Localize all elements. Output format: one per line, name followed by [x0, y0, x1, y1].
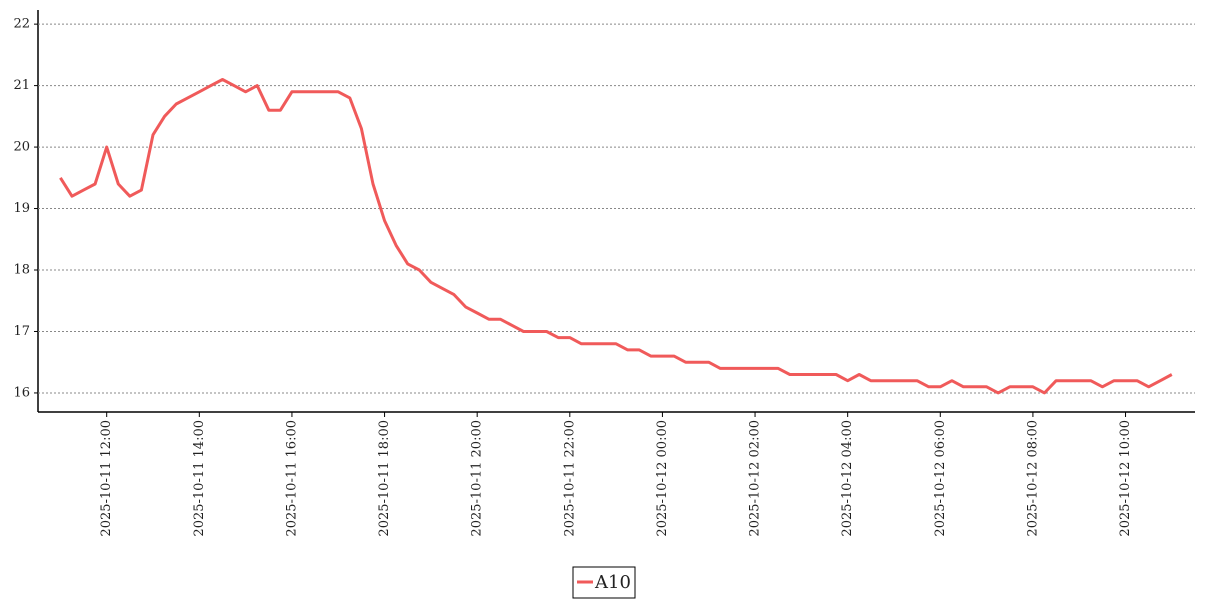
y-tick-label: 22 — [13, 17, 30, 32]
x-tick-label: 2025-10-12 10:00 — [1118, 420, 1133, 537]
x-tick-label: 2025-10-12 08:00 — [1025, 420, 1040, 537]
x-tick-label: 2025-10-11 18:00 — [377, 420, 392, 537]
x-tick-label: 2025-10-11 14:00 — [192, 420, 207, 537]
y-tick-label: 20 — [13, 140, 30, 155]
x-tick-label: 2025-10-11 16:00 — [284, 420, 299, 537]
x-tick-label: 2025-10-11 20:00 — [470, 420, 485, 537]
legend-label: A10 — [594, 572, 631, 593]
x-tick-label: 2025-10-12 00:00 — [655, 420, 670, 537]
x-tick-label: 2025-10-12 02:00 — [748, 420, 763, 537]
y-tick-label: 18 — [13, 263, 30, 278]
y-tick-label: 19 — [13, 201, 30, 216]
y-tick-label: 16 — [13, 385, 30, 400]
data-line — [59, 78, 1173, 395]
y-tick-label: 21 — [13, 78, 30, 93]
x-tick-label: 2025-10-12 06:00 — [933, 420, 948, 537]
x-tick-label: 2025-10-11 12:00 — [99, 420, 114, 537]
y-tick-label: 17 — [13, 324, 30, 339]
x-tick-label: 2025-10-11 22:00 — [562, 420, 577, 537]
x-tick-label: 2025-10-12 04:00 — [840, 420, 855, 537]
